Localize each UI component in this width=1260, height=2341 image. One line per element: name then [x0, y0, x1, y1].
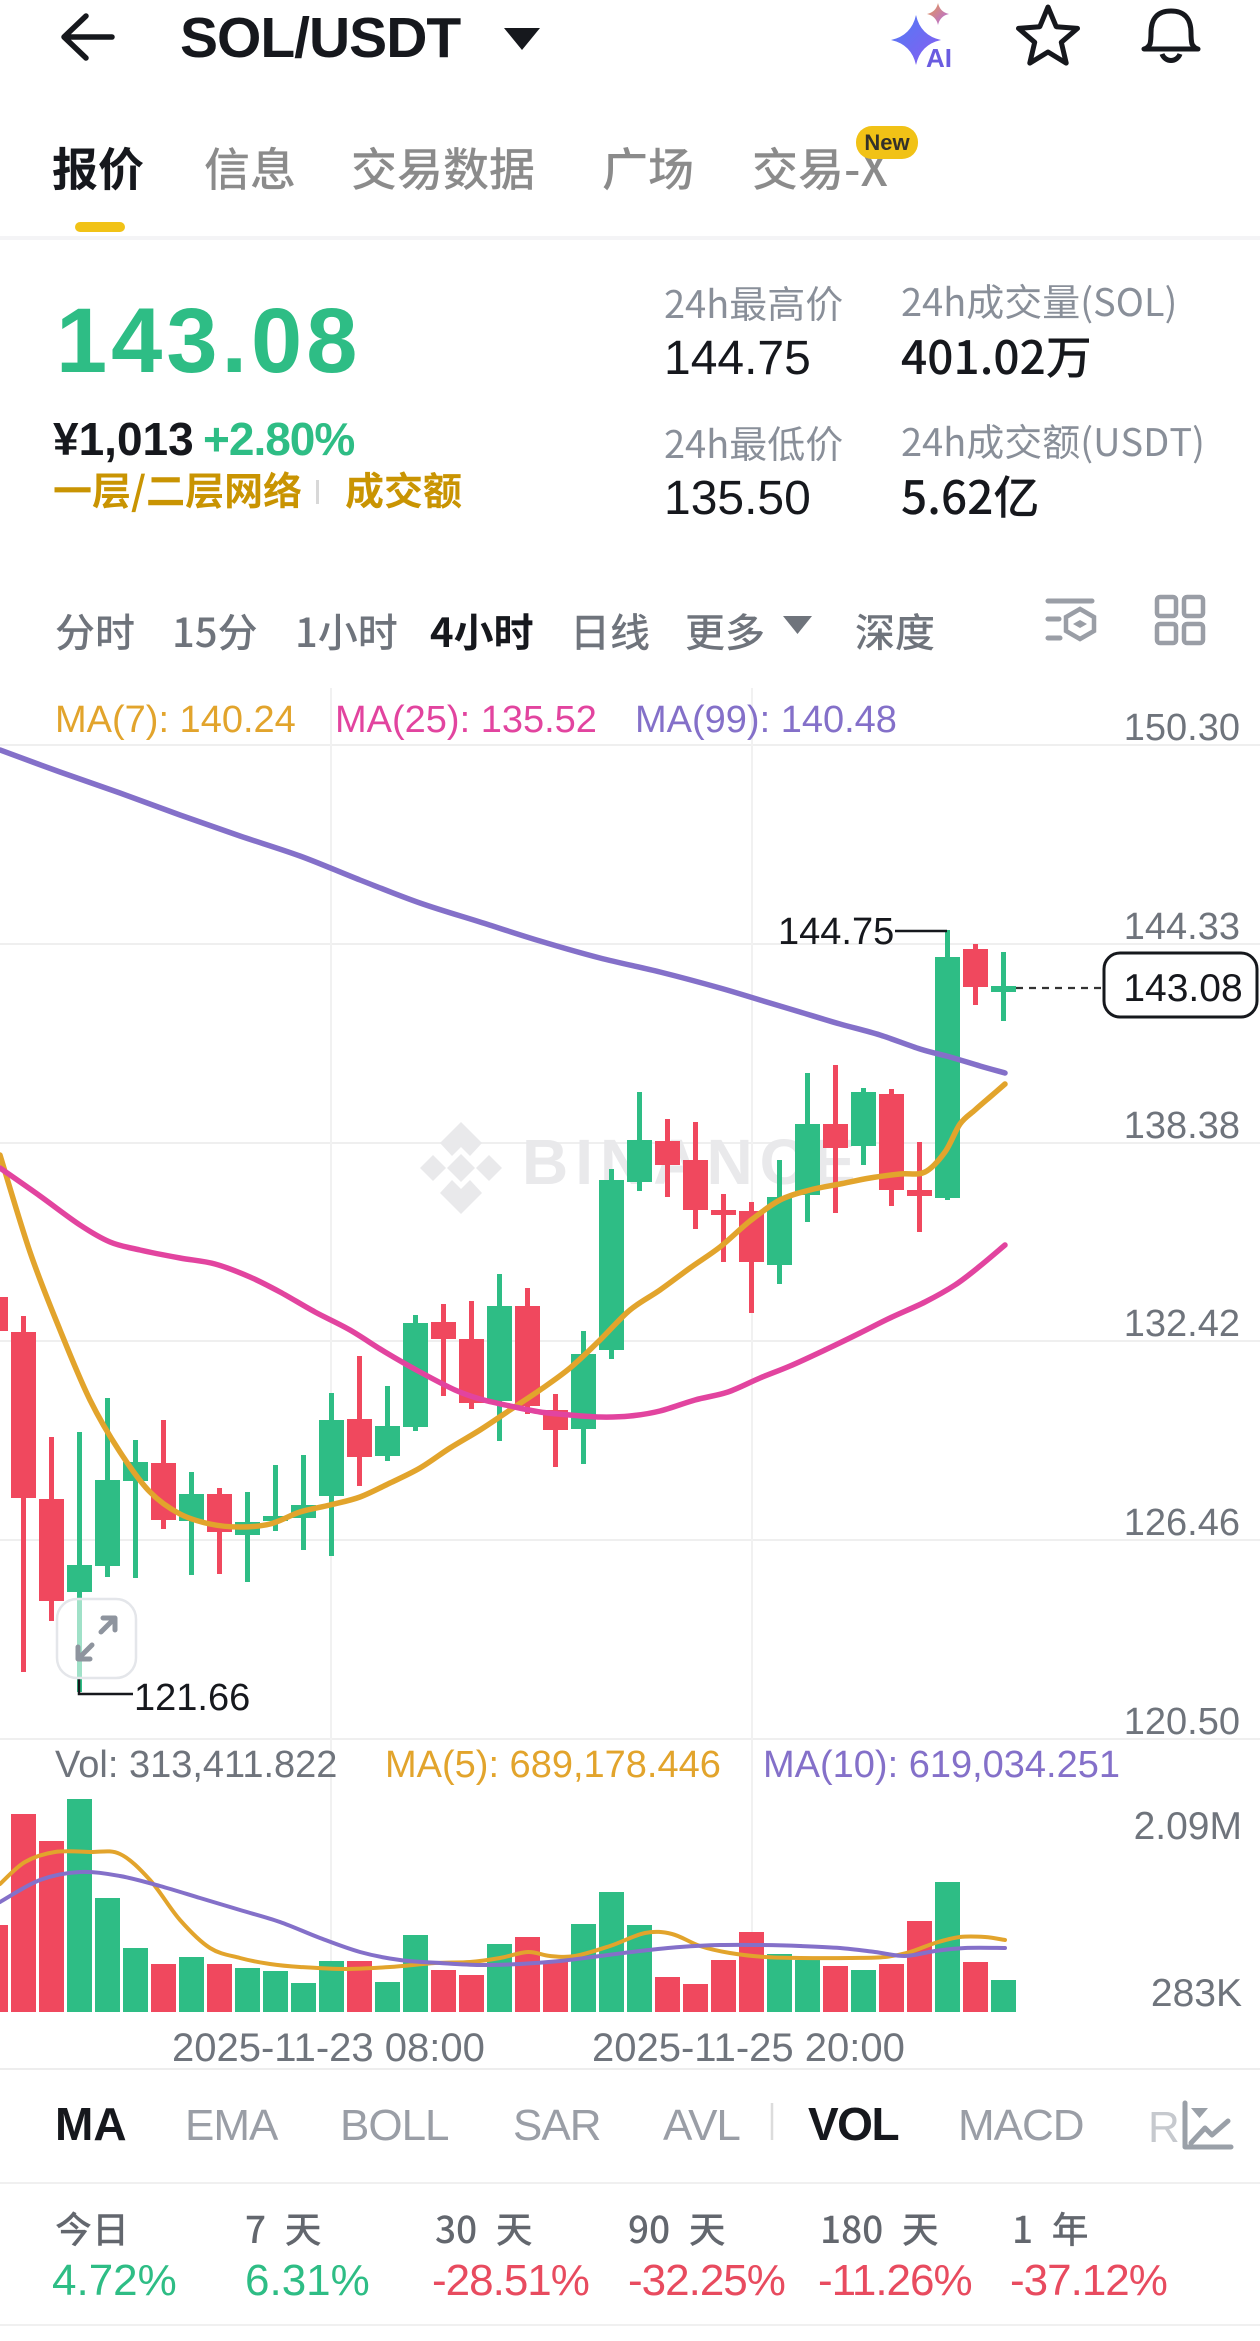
svg-text:VOL: VOL: [808, 2098, 898, 2150]
svg-text:283K: 283K: [1151, 1972, 1242, 2015]
svg-text:AI: AI: [926, 43, 952, 73]
svg-text:Vol: 313,411.822: Vol: 313,411.822: [55, 1744, 337, 1786]
svg-text:144.75: 144.75: [664, 332, 811, 385]
svg-text:150.30: 150.30: [1124, 707, 1240, 749]
svg-text:¥1,013: ¥1,013: [53, 413, 194, 465]
svg-text:MA(7): 140.24: MA(7): 140.24: [55, 699, 296, 741]
svg-text:143.08: 143.08: [1123, 967, 1242, 1010]
svg-text:-28.51%: -28.51%: [432, 2256, 589, 2305]
svg-text:143.08: 143.08: [56, 290, 361, 392]
svg-text:135.50: 135.50: [664, 472, 811, 525]
svg-text:SAR: SAR: [513, 2101, 600, 2150]
svg-text:MACD: MACD: [958, 2101, 1084, 2150]
svg-text:-32.25%: -32.25%: [628, 2256, 785, 2305]
svg-text:4.72%: 4.72%: [52, 2256, 177, 2305]
svg-text:AVL: AVL: [663, 2101, 740, 2150]
svg-text:-11.26%: -11.26%: [818, 2256, 972, 2305]
svg-text:MA(5): 689,178.446: MA(5): 689,178.446: [385, 1744, 721, 1786]
svg-text:New: New: [864, 130, 910, 155]
svg-text:2025-11-23 08:00: 2025-11-23 08:00: [172, 2026, 485, 2070]
svg-text:-37.12%: -37.12%: [1010, 2256, 1167, 2305]
svg-text:2.09M: 2.09M: [1134, 1805, 1242, 1848]
svg-text:144.33: 144.33: [1124, 906, 1240, 948]
svg-text:138.38: 138.38: [1124, 1105, 1240, 1147]
svg-text:MA(10): 619,034.251: MA(10): 619,034.251: [763, 1744, 1120, 1786]
svg-text:6.31%: 6.31%: [245, 2256, 370, 2305]
svg-text:144.75: 144.75: [778, 911, 894, 953]
svg-text:126.46: 126.46: [1124, 1502, 1240, 1544]
svg-text:R: R: [1148, 2103, 1180, 2152]
svg-text:MA(25): 135.52: MA(25): 135.52: [335, 699, 597, 741]
svg-text:+2.80%: +2.80%: [203, 413, 354, 465]
svg-text:BOLL: BOLL: [340, 2101, 449, 2150]
svg-text:2025-11-25 20:00: 2025-11-25 20:00: [592, 2026, 905, 2070]
svg-text:EMA: EMA: [185, 2101, 279, 2150]
svg-text:SOL/USDT: SOL/USDT: [180, 6, 461, 70]
svg-text:121.66: 121.66: [134, 1677, 250, 1719]
svg-text:132.42: 132.42: [1124, 1303, 1240, 1345]
svg-text:MA: MA: [55, 2098, 127, 2150]
svg-text:MA(99): 140.48: MA(99): 140.48: [635, 699, 897, 741]
svg-text:120.50: 120.50: [1124, 1701, 1240, 1743]
